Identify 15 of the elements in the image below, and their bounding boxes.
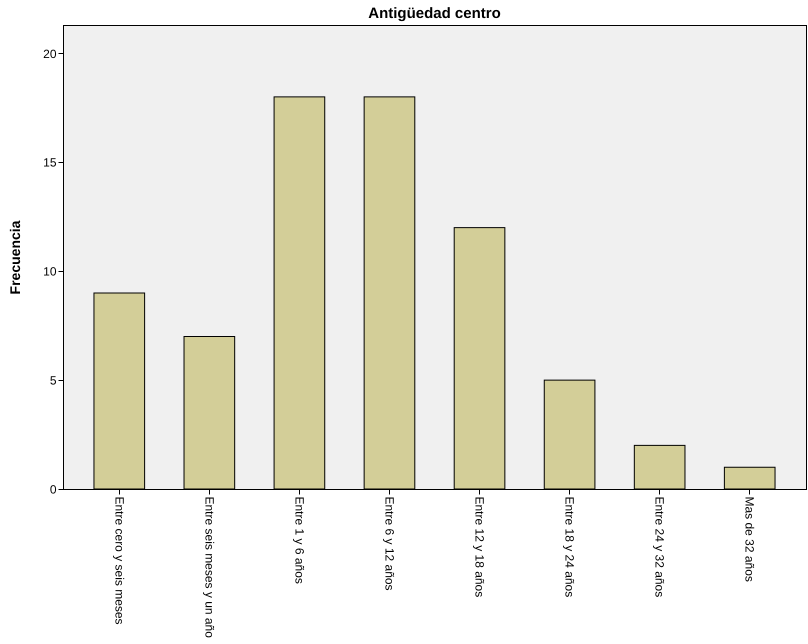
x-tick-label: Entre 18 y 24 años — [562, 496, 577, 598]
x-tick-label: Entre seis meses y un año — [202, 496, 216, 638]
x-tick-label: Entre 1 y 6 años — [292, 496, 306, 584]
x-tick-label: Mas de 32 años — [742, 496, 757, 582]
y-tick-label: 10 — [43, 264, 57, 279]
x-tick-label: Entre 6 y 12 años — [382, 496, 396, 591]
x-tick-label: Entre 12 y 18 años — [472, 496, 487, 598]
x-tick-label: Entre 24 y 32 años — [652, 496, 667, 598]
x-tick-label: Entre cero y seis meses — [112, 496, 126, 625]
y-tick-label: 5 — [50, 374, 57, 388]
y-tick-label: 15 — [43, 156, 57, 170]
y-tick-label: 0 — [50, 482, 57, 496]
y-tick-label: 20 — [43, 46, 57, 61]
chart-title: Antigüedad centro — [368, 5, 501, 22]
y-axis-title: Frecuencia — [7, 220, 24, 294]
